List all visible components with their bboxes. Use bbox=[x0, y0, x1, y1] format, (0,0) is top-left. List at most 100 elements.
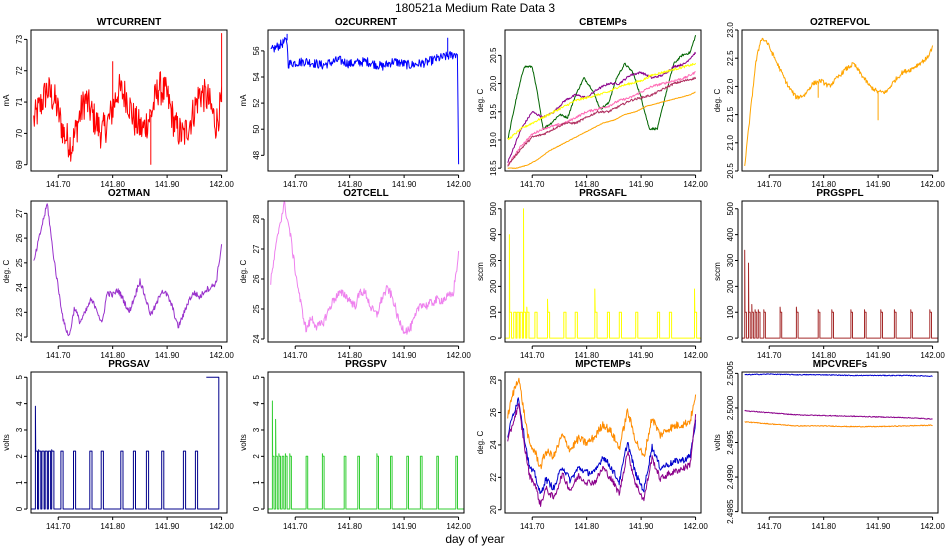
series-line-prgsafl bbox=[505, 208, 701, 339]
x-tick-label: 141.90 bbox=[629, 180, 654, 189]
y-tick-label: 26 bbox=[15, 233, 24, 242]
series-line-cbtemp-2 bbox=[507, 51, 697, 163]
y-tick-label: 200 bbox=[726, 279, 735, 293]
series-line-mpctemp-2 bbox=[507, 397, 697, 494]
y-axis-label-o2tcell: deg. C bbox=[239, 259, 248, 283]
x-tick-label: 141.90 bbox=[866, 351, 891, 360]
panel-prgsav: PRGSAV volts 0 1 2 3 4 5 141.70 141.80 141.90 142.0… bbox=[2, 359, 234, 531]
panel-cbtemps: CBTEMPs deg. C 18.5 19.0 19.5 20.0 20.5 141.70 1… bbox=[476, 17, 708, 189]
plot-frame-o2tman bbox=[30, 200, 228, 343]
y-tick-label: 22.5 bbox=[726, 50, 735, 66]
y-tick-label: 54 bbox=[252, 72, 261, 81]
panel-title-wtcurrent: WTCURRENT bbox=[97, 17, 161, 28]
plot-frame-prgspv bbox=[267, 371, 465, 514]
y-tick-label: 27 bbox=[252, 244, 261, 253]
y-tick-label: 3 bbox=[252, 427, 261, 432]
plot-frame-wtcurrent bbox=[30, 29, 228, 172]
y-tick-label: 20.5 bbox=[726, 163, 735, 179]
plot-frame-mpctemps bbox=[504, 371, 702, 514]
series-line-mpcvref-3 bbox=[744, 421, 933, 428]
y-tick-label: 2.5000 bbox=[726, 395, 735, 420]
x-tick-label: 142.00 bbox=[920, 522, 945, 531]
panel-title-o2current: O2CURRENT bbox=[335, 17, 397, 28]
y-tick-label: 70 bbox=[15, 128, 24, 137]
series-line-cbtemp-4 bbox=[507, 71, 696, 166]
panel-prgsafl: PRGSAFL sccm 0 100 200 300 400 500 141.70 141.80 1… bbox=[476, 188, 708, 360]
y-tick-label: 2 bbox=[252, 454, 261, 459]
y-tick-label: 20.5 bbox=[489, 47, 498, 63]
series-group-cbtemps bbox=[507, 35, 697, 169]
series-group-prgsafl bbox=[505, 208, 701, 339]
x-tick-label: 141.90 bbox=[629, 351, 654, 360]
y-tick-label: 56 bbox=[252, 46, 261, 55]
x-tick-label: 141.80 bbox=[574, 522, 599, 531]
series-line-mpcvref-2 bbox=[744, 409, 933, 420]
panel-grid: WTCURRENT mA 69 70 71 72 73 141.70 141.80 141.90 1… bbox=[2, 17, 945, 531]
x-tick-label: 142.00 bbox=[446, 351, 471, 360]
y-tick-label: 300 bbox=[489, 253, 498, 267]
x-tick-label: 141.70 bbox=[757, 351, 782, 360]
series-group-mpcvrefs bbox=[744, 373, 933, 428]
panel-title-mpcvrefs: MPCVREFs bbox=[813, 359, 868, 370]
y-tick-label: 25 bbox=[252, 304, 261, 313]
y-tick-label: 73 bbox=[15, 34, 24, 43]
x-tick-label: 141.80 bbox=[574, 351, 599, 360]
y-tick-label: 100 bbox=[726, 305, 735, 319]
y-tick-label: 500 bbox=[489, 202, 498, 216]
x-tick-label: 141.80 bbox=[337, 351, 362, 360]
y-tick-label: 2.4985 bbox=[726, 499, 735, 524]
plot-frame-prgspfl bbox=[741, 200, 939, 343]
panel-title-prgspfl: PRGSPFL bbox=[816, 188, 863, 199]
x-tick-label: 141.80 bbox=[337, 522, 362, 531]
y-tick-label: 24 bbox=[15, 283, 24, 292]
y-axis-label-cbtemps: deg. C bbox=[476, 88, 485, 112]
x-tick-label: 141.90 bbox=[392, 522, 417, 531]
y-tick-label: 5 bbox=[252, 374, 261, 379]
y-axis-label-prgsafl: sccm bbox=[476, 262, 485, 281]
y-tick-label: 22 bbox=[15, 332, 24, 341]
panel-title-o2tcell: O2TCELL bbox=[343, 188, 389, 199]
x-tick-label: 141.90 bbox=[866, 522, 891, 531]
x-tick-label: 141.80 bbox=[100, 522, 125, 531]
series-line-cbtemp-5 bbox=[507, 76, 697, 167]
panel-title-prgspv: PRGSPV bbox=[345, 359, 387, 370]
series-line-mpctemp-1 bbox=[507, 377, 697, 470]
panel-mpcvrefs: MPCVREFs volts 2.4985 2.4990 2.4995 2.5000 2.5… bbox=[713, 359, 945, 531]
panel-wtcurrent: WTCURRENT mA 69 70 71 72 73 141.70 141.80 141.90 1… bbox=[2, 17, 234, 189]
series-group-prgspv bbox=[268, 400, 464, 510]
series-line-prgsav bbox=[31, 376, 220, 510]
x-tick-label: 141.80 bbox=[100, 351, 125, 360]
series-group-mpctemps bbox=[507, 377, 697, 507]
x-tick-label: 141.80 bbox=[811, 180, 836, 189]
y-tick-label: 20.0 bbox=[489, 75, 498, 91]
x-tick-label: 141.80 bbox=[811, 351, 836, 360]
x-tick-label: 141.70 bbox=[520, 180, 545, 189]
x-tick-label: 141.90 bbox=[155, 351, 180, 360]
series-line-mpctemp-3 bbox=[507, 403, 697, 507]
panel-o2trefvol: O2TREFVOL deg. C 20.5 21.0 21.5 22.0 22.5 23.0 1… bbox=[713, 17, 945, 189]
x-tick-label: 141.70 bbox=[46, 180, 71, 189]
y-tick-label: 5 bbox=[15, 374, 24, 379]
x-tick-label: 142.00 bbox=[920, 180, 945, 189]
x-tick-label: 142.00 bbox=[446, 522, 471, 531]
panel-o2current: O2CURRENT mA 48 50 52 54 56 141.70 141.80 141.90 1… bbox=[239, 17, 471, 189]
y-tick-label: 1 bbox=[252, 480, 261, 485]
y-axis-label-mpctemps: deg. C bbox=[476, 430, 485, 454]
y-tick-label: 28 bbox=[489, 375, 498, 384]
plot-frame-prgsafl bbox=[504, 200, 702, 343]
series-group-o2tcell bbox=[270, 201, 460, 335]
y-tick-label: 20 bbox=[489, 505, 498, 514]
y-tick-label: 22 bbox=[489, 472, 498, 481]
y-tick-label: 71 bbox=[15, 97, 24, 106]
y-tick-label: 200 bbox=[489, 279, 498, 293]
y-tick-label: 500 bbox=[726, 202, 735, 216]
y-tick-label: 23.0 bbox=[726, 22, 735, 38]
x-tick-label: 141.90 bbox=[392, 180, 417, 189]
y-tick-label: 25 bbox=[15, 258, 24, 267]
y-axis-label-o2tman: deg. C bbox=[2, 259, 11, 283]
panel-title-prgsafl: PRGSAFL bbox=[579, 188, 627, 199]
y-axis-label-wtcurrent: mA bbox=[2, 94, 11, 107]
y-tick-label: 72 bbox=[15, 66, 24, 75]
series-line-o2tcell bbox=[270, 201, 460, 335]
y-tick-label: 50 bbox=[252, 124, 261, 133]
